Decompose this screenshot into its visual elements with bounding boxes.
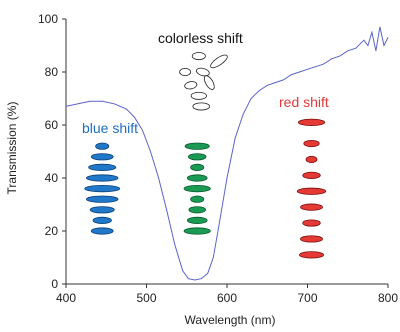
curve-point xyxy=(113,103,115,105)
curve-point xyxy=(367,45,369,46)
x-tick-label: 600 xyxy=(217,291,237,305)
y-tick-label: 40 xyxy=(45,171,59,185)
curve-point xyxy=(234,137,236,139)
curve-point xyxy=(212,257,214,258)
x-tick-label: 400 xyxy=(56,291,76,305)
blue-shift-ellipse xyxy=(85,195,119,203)
colorless-shift-ellipse xyxy=(179,68,192,77)
green-shift-ellipse xyxy=(186,216,208,224)
curve-point xyxy=(65,106,67,107)
blue-shift-ellipse xyxy=(90,153,114,161)
curve-point xyxy=(282,79,284,81)
curve-point xyxy=(166,209,168,211)
curve-point xyxy=(363,39,365,41)
curve-point xyxy=(150,151,151,152)
red-shift-ellipse xyxy=(302,219,321,227)
colorless-shift-ellipse xyxy=(203,75,215,90)
curve-point xyxy=(250,98,252,99)
curve-point xyxy=(77,103,79,105)
x-tick-label: 800 xyxy=(378,291,398,305)
blue-shift-label: blue shift xyxy=(82,120,138,136)
red-shift-ellipse xyxy=(297,118,326,126)
x-tick-label: 500 xyxy=(136,291,156,305)
curve-point xyxy=(291,74,292,76)
blue-shift-ellipse xyxy=(95,142,110,150)
curve-point xyxy=(200,278,202,280)
blue-shift-ellipse xyxy=(85,174,119,182)
curve-point xyxy=(218,225,220,227)
green-shift-ellipse xyxy=(188,153,207,161)
red-shift-ellipse xyxy=(299,251,325,259)
colorless-shift-ellipse xyxy=(210,54,228,69)
green-shift-ellipse xyxy=(183,227,211,235)
blue-shift-ellipse xyxy=(88,163,117,171)
x-tick-label: 700 xyxy=(297,291,317,305)
colorless-shift-ellipse xyxy=(191,52,206,61)
red-shift-ellipse xyxy=(300,203,323,211)
curve-point xyxy=(387,37,389,38)
red-shift-ellipse xyxy=(296,187,327,195)
green-shift-ellipse xyxy=(186,174,208,182)
blue-shift-ellipse xyxy=(89,206,115,214)
red-shift-ellipse xyxy=(305,155,318,164)
curve-point xyxy=(274,82,276,83)
plot-area: 0 20 40 60 80 100 400 500 600 700 800 blue shift col… xyxy=(38,12,398,305)
curve-point xyxy=(182,270,184,272)
red-shift-label: red shift xyxy=(279,94,329,110)
y-tick-label: 100 xyxy=(38,12,58,26)
curve-point xyxy=(258,90,260,91)
colorless-shift-ellipse xyxy=(190,91,207,100)
green-shift-ellipse xyxy=(184,142,210,150)
curve-point xyxy=(315,66,316,68)
green-shift-ellipse xyxy=(183,185,211,193)
curve-point xyxy=(307,68,308,70)
colorless-shift-label: colorless shift xyxy=(158,30,243,46)
curve-point xyxy=(383,45,385,46)
curve-point xyxy=(299,71,300,73)
red-shift-ellipse xyxy=(302,171,321,179)
red-shift-ellipse xyxy=(300,235,323,243)
blue-shift-ellipse xyxy=(90,227,114,235)
colorless-shift-ellipse xyxy=(192,102,211,111)
colorless-shift-ellipse xyxy=(196,67,210,77)
curve-point xyxy=(134,116,135,118)
green-shift-ellipse xyxy=(190,163,205,171)
curve-point xyxy=(266,84,268,86)
y-tick-label: 20 xyxy=(45,224,59,238)
blue-shift-ellipse xyxy=(92,216,112,224)
x-axis-title: Wavelength (nm) xyxy=(185,313,276,327)
curve-point xyxy=(125,108,127,110)
curve-point xyxy=(187,278,189,280)
curve-point xyxy=(339,55,341,57)
colorless-shift-ellipse xyxy=(184,81,198,90)
green-shift-ellipse xyxy=(190,195,205,203)
curve-point xyxy=(379,26,381,28)
y-tick-label: 60 xyxy=(45,118,59,132)
curve-point xyxy=(194,279,196,281)
blue-shift-ellipse xyxy=(84,185,121,193)
curve-point xyxy=(174,243,176,245)
red-shift-ellipse xyxy=(303,139,320,148)
curve-point xyxy=(323,63,324,65)
curve-point xyxy=(331,58,333,60)
curve-point xyxy=(355,47,357,49)
green-shift-ellipse xyxy=(188,206,206,214)
curve-point xyxy=(101,100,103,102)
curve-point xyxy=(89,100,91,102)
transmission-curve xyxy=(65,26,389,281)
curve-point xyxy=(347,50,349,52)
curve-point xyxy=(226,177,228,179)
curve-point xyxy=(158,177,159,179)
curve-point xyxy=(207,273,209,274)
curve-point xyxy=(142,129,143,131)
y-axis-title: Transmission (%) xyxy=(5,102,19,195)
curve-point xyxy=(242,114,244,115)
curve-point xyxy=(371,31,373,33)
y-tick-label: 80 xyxy=(45,65,59,79)
y-tick-label: 0 xyxy=(51,277,58,291)
curve-point xyxy=(375,50,377,52)
